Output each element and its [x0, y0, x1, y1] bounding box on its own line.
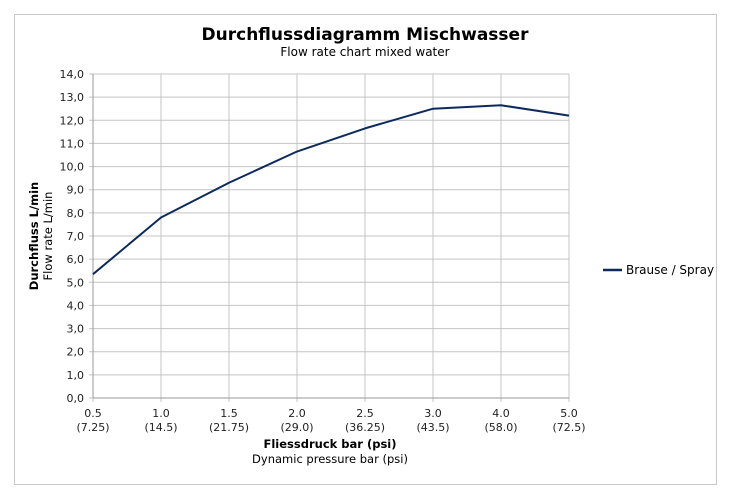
x-tick-label: 2.5 [356, 407, 374, 420]
x-tick-label: 1.5 [220, 407, 238, 420]
x-axis-title: Fliessdruck bar (psi) [264, 437, 397, 451]
x-tick-sublabel: (43.5) [416, 421, 449, 434]
x-axis-subtitle: Dynamic pressure bar (psi) [252, 452, 408, 466]
y-tick-label: 3,0 [67, 323, 85, 336]
x-tick-label: 5.0 [560, 407, 578, 420]
x-tick-sublabel: (72.5) [552, 421, 585, 434]
legend: Brause / Spray [603, 263, 714, 277]
y-tick-label: 4,0 [67, 299, 85, 312]
y-tick-label: 5,0 [67, 276, 85, 289]
y-tick-label: 11,0 [60, 137, 85, 150]
y-tick-label: 8,0 [67, 207, 85, 220]
legend-label: Brause / Spray [626, 263, 714, 277]
x-tick-label: 0.5 [84, 407, 102, 420]
x-tick-sublabel: (58.0) [484, 421, 517, 434]
x-tick-sublabel: (36.25) [345, 421, 385, 434]
series-line [92, 104, 570, 275]
y-tick-label: 10,0 [60, 161, 85, 174]
y-tick-label: 0,0 [67, 392, 85, 405]
y-axis-title: Durchfluss L/min [27, 182, 41, 290]
plot-lines [92, 104, 570, 275]
x-tick-labels: 0.5(7.25) 1.0(14.5) 1.5(21.75) 2.0(29.0) 2.5… [76, 407, 585, 434]
x-tick-label: 4.0 [492, 407, 510, 420]
x-tick-sublabel: (7.25) [76, 421, 109, 434]
gridlines [89, 73, 570, 402]
x-tick-sublabel: (21.75) [209, 421, 249, 434]
y-tick-label: 12,0 [60, 114, 85, 127]
x-tick-label: 1.0 [152, 407, 170, 420]
chart-frame [14, 14, 717, 485]
y-tick-label: 9,0 [67, 184, 85, 197]
x-tick-sublabel: (14.5) [144, 421, 177, 434]
y-tick-label: 7,0 [67, 230, 85, 243]
y-tick-label: 14,0 [60, 68, 85, 81]
y-tick-label: 6,0 [67, 253, 85, 266]
y-tick-label: 1,0 [67, 369, 85, 382]
chart-subtitle: Flow rate chart mixed water [280, 45, 449, 59]
y-tick-label: 13,0 [60, 91, 85, 104]
y-tick-label: 2,0 [67, 346, 85, 359]
y-axis-subtitle: Flow rate L/min [41, 192, 55, 281]
chart-title: Durchflussdiagramm Mischwasser [202, 25, 530, 45]
y-tick-labels: 0,0 1,0 2,0 3,0 4,0 5,0 6,0 7,0 8,0 9,0 10,0 11,0 12… [60, 68, 85, 405]
x-tick-label: 3.0 [424, 407, 442, 420]
x-tick-label: 2.0 [288, 407, 306, 420]
x-tick-sublabel: (29.0) [280, 421, 313, 434]
